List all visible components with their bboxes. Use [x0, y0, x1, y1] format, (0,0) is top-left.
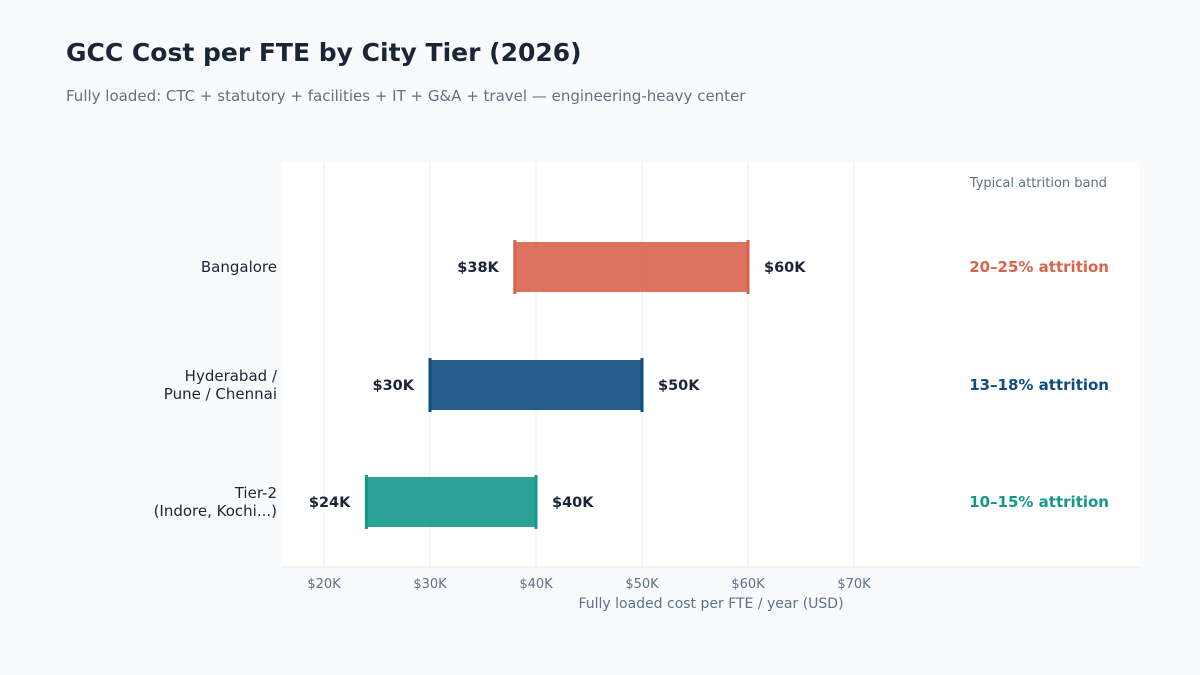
chart-subtitle: Fully loaded: CTC + statutory + faciliti… — [66, 87, 746, 105]
x-axis-title: Fully loaded cost per FTE / year (USD) — [578, 596, 843, 612]
value-labels: $38K $60K $30K $50K $24K $40K — [309, 260, 806, 511]
x-axis-ticks: $20K $30K $40K $50K $60K $70K — [307, 577, 871, 592]
category-label: Tier-2 — [234, 484, 277, 502]
range-bar — [366, 477, 536, 527]
attrition-band-header: Typical attrition band — [969, 176, 1107, 191]
attrition-band-label: 13–18% attrition — [969, 376, 1109, 394]
x-tick-label: $20K — [307, 577, 341, 592]
range-bar — [430, 360, 642, 410]
category-labels: Bangalore Hyderabad /Pune / Chennai Tier-2… — [154, 258, 278, 520]
category-label: Bangalore — [201, 258, 277, 276]
low-value-label: $24K — [309, 495, 351, 511]
low-value-label: $30K — [372, 378, 414, 394]
high-value-label: $40K — [552, 495, 594, 511]
high-value-label: $50K — [658, 378, 700, 394]
x-tick-label: $50K — [625, 577, 659, 592]
chart-title: GCC Cost per FTE by City Tier (2026) — [66, 38, 582, 67]
category-label: Hyderabad / — [185, 367, 278, 385]
attrition-band-label: 10–15% attrition — [969, 493, 1109, 511]
low-value-label: $38K — [457, 260, 499, 276]
category-label: (Indore, Kochi...) — [154, 502, 277, 520]
x-tick-label: $60K — [731, 577, 765, 592]
range-bar — [514, 242, 748, 292]
x-tick-label: $70K — [837, 577, 871, 592]
x-tick-label: $40K — [519, 577, 553, 592]
category-label: Pune / Chennai — [164, 385, 277, 403]
attrition-labels: 20–25% attrition 13–18% attrition 10–15% a… — [969, 258, 1109, 511]
attrition-band-label: 20–25% attrition — [969, 258, 1109, 276]
x-tick-label: $30K — [413, 577, 447, 592]
high-value-label: $60K — [764, 260, 806, 276]
range-bars — [364, 240, 750, 529]
